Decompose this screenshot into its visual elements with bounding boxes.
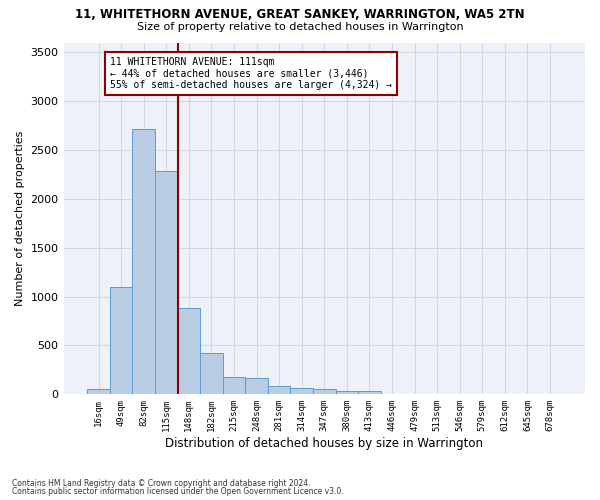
Bar — [133, 128, 155, 394]
Text: 11, WHITETHORN AVENUE, GREAT SANKEY, WARRINGTON, WA5 2TN: 11, WHITETHORN AVENUE, GREAT SANKEY, WAR… — [75, 8, 525, 20]
X-axis label: Distribution of detached houses by size in Warrington: Distribution of detached houses by size … — [165, 437, 483, 450]
Bar — [178, 308, 200, 394]
Bar — [200, 354, 223, 395]
Bar — [335, 392, 358, 394]
Bar — [155, 170, 178, 394]
Bar — [313, 390, 335, 394]
Text: 11 WHITETHORN AVENUE: 111sqm
← 44% of detached houses are smaller (3,446)
55% of: 11 WHITETHORN AVENUE: 111sqm ← 44% of de… — [110, 57, 392, 90]
Bar — [245, 378, 268, 394]
Text: Size of property relative to detached houses in Warrington: Size of property relative to detached ho… — [137, 22, 463, 32]
Bar — [223, 377, 245, 394]
Bar — [268, 386, 290, 394]
Bar — [87, 390, 110, 394]
Bar — [110, 287, 133, 395]
Text: Contains public sector information licensed under the Open Government Licence v3: Contains public sector information licen… — [12, 487, 344, 496]
Bar — [358, 392, 381, 394]
Bar — [290, 388, 313, 394]
Text: Contains HM Land Registry data © Crown copyright and database right 2024.: Contains HM Land Registry data © Crown c… — [12, 478, 311, 488]
Y-axis label: Number of detached properties: Number of detached properties — [15, 130, 25, 306]
